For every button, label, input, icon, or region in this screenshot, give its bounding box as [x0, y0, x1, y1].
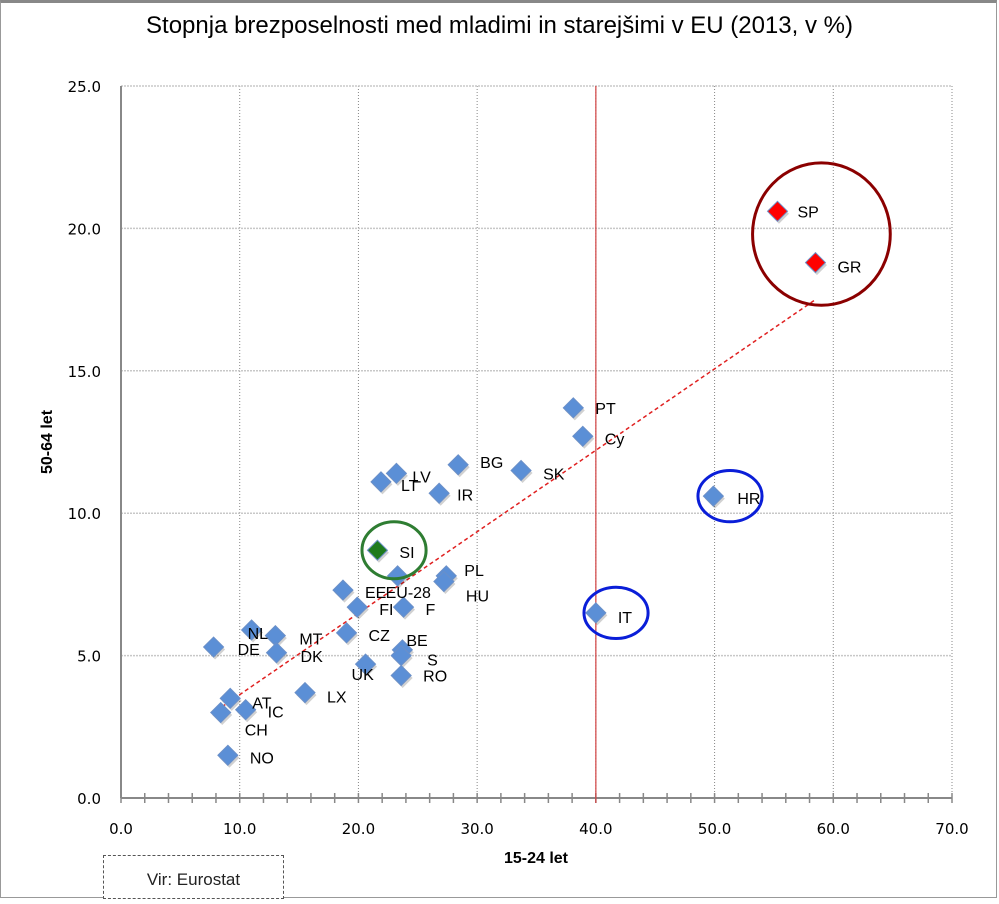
highlight-circle-it: [582, 585, 650, 641]
point-label-ro: RO: [423, 669, 447, 686]
data-point-ee: [332, 579, 354, 601]
x-tick-label: 20.0: [342, 820, 375, 838]
point-label-gr: GR: [837, 260, 861, 277]
data-point-eu-28: [386, 565, 409, 587]
data-point-sp: [766, 200, 789, 223]
point-label-nl: NL: [248, 626, 269, 643]
point-label-pl: PL: [464, 563, 484, 580]
source-note: Vir: Eurostat: [103, 855, 284, 899]
y-tick-label: 5.0: [77, 648, 101, 666]
point-label-de: DE: [238, 642, 260, 659]
data-points: [202, 200, 827, 768]
highlight-circle-si: [360, 520, 428, 581]
data-point-ro: [390, 664, 412, 687]
data-point-f: [392, 596, 415, 618]
point-label-ch: CH: [245, 723, 268, 740]
data-point-uk: [354, 653, 377, 675]
point-label-f: F: [426, 602, 436, 619]
point-label-dk: DK: [301, 649, 324, 666]
y-axis-title: 50-64 let: [39, 409, 56, 474]
point-label-eu-28: EU-28: [386, 585, 431, 602]
data-point-hr: [702, 485, 725, 507]
data-point-nl: [240, 619, 263, 641]
data-point-pt: [562, 397, 585, 419]
data-point-cz: [335, 622, 358, 644]
x-tick-label: 50.0: [698, 820, 731, 838]
data-point-at: [219, 687, 241, 710]
data-point-lx: [294, 681, 316, 704]
trend-line: [221, 298, 816, 708]
data-point-ir: [428, 482, 450, 504]
point-label-ir: IR: [457, 487, 473, 504]
y-tick-label: 25.0: [68, 78, 101, 96]
x-tick-labels: 0.0 10.0 20.0 30.0 40.0 50.0 60.0 70.0: [109, 820, 969, 838]
data-point-de: [202, 636, 225, 658]
point-label-lt: LT: [401, 478, 419, 495]
highlight-circles: [360, 161, 892, 641]
data-point-ch: [210, 701, 232, 724]
point-label-at: AT: [252, 695, 271, 712]
axes: [120, 86, 953, 803]
point-label-lv: LV: [412, 469, 431, 486]
x-tick-label: 60.0: [817, 820, 850, 838]
point-label-ee: EE: [365, 585, 386, 602]
y-tick-labels: 0.0 5.0 10.0 15.0 20.0 25.0: [68, 78, 101, 808]
data-point-fi: [346, 596, 368, 618]
data-point-it: [585, 602, 607, 624]
data-point-hu: [433, 570, 455, 593]
point-label-cy: Cy: [605, 431, 625, 448]
data-point-ic: [234, 699, 257, 721]
y-tick-label: 10.0: [68, 505, 101, 523]
x-axis-title: 15-24 let: [504, 850, 569, 867]
point-label-bg: BG: [480, 455, 503, 472]
point-label-pt: PT: [595, 401, 616, 418]
y-tick-label: 0.0: [77, 790, 101, 808]
point-label-si: SI: [399, 545, 414, 562]
data-point-cy: [572, 425, 594, 448]
point-label-cz: CZ: [369, 628, 391, 645]
point-label-fi: FI: [379, 602, 393, 619]
point-label-uk: UK: [352, 667, 375, 684]
point-label-sk: SK: [543, 466, 565, 483]
point-label-it: IT: [618, 610, 632, 627]
point-label-s: S: [427, 653, 438, 670]
highlight-circle-hr: [696, 468, 764, 524]
data-point-sk: [510, 459, 532, 482]
highlight-circle-sp-gr: [751, 161, 892, 307]
point-label-no: NO: [250, 750, 274, 767]
point-label-ic: IC: [268, 705, 284, 722]
point-label-hr: HR: [737, 491, 760, 508]
point-label-sp: SP: [797, 204, 818, 221]
data-point-dk: [265, 642, 288, 664]
y-tick-label: 15.0: [68, 363, 101, 381]
x-tick-label: 70.0: [935, 820, 968, 838]
trendline: [221, 298, 816, 708]
data-point-gr: [804, 251, 827, 274]
x-tick-label: 10.0: [223, 820, 256, 838]
data-point-lt: [370, 471, 392, 493]
grid-lines: [121, 85, 953, 798]
y-tick-label: 20.0: [68, 220, 101, 238]
data-point-lv: [385, 462, 408, 485]
x-tick-label: 0.0: [109, 820, 133, 838]
point-label-mt: MT: [299, 632, 322, 649]
point-label-lx: LX: [327, 690, 347, 707]
chart-title: Stopnja brezposelnosti med mladimi in st…: [146, 12, 853, 39]
x-tick-label: 30.0: [460, 820, 493, 838]
x-tick-label: 40.0: [579, 820, 612, 838]
point-label-be: BE: [406, 633, 427, 650]
data-point-no: [217, 744, 239, 766]
point-label-hu: HU: [466, 589, 489, 606]
data-point-bg: [447, 454, 469, 476]
data-point-si: [366, 539, 389, 561]
